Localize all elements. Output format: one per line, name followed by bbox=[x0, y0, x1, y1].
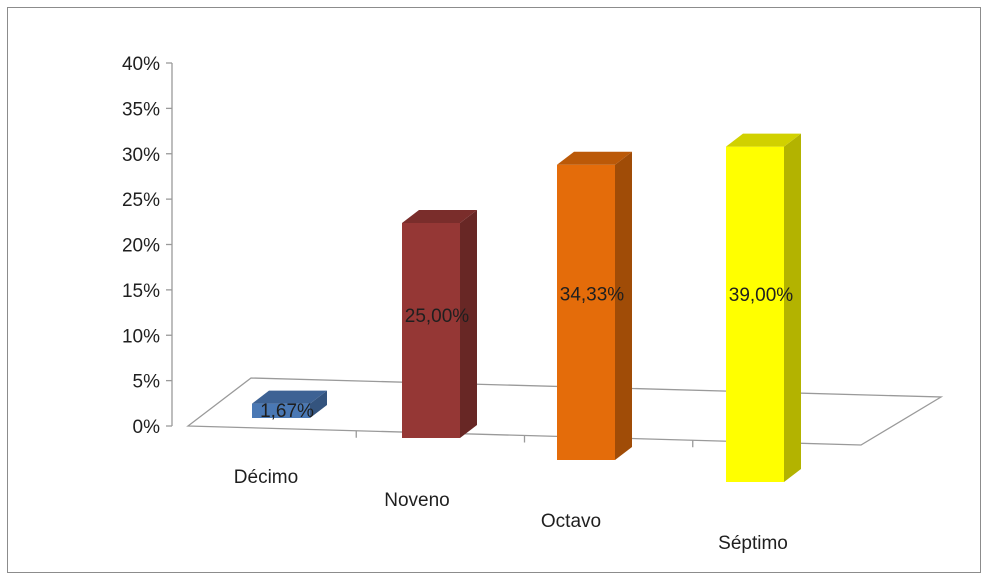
data-label: 25,00% bbox=[405, 306, 470, 327]
y-tick-label: 15% bbox=[122, 281, 160, 302]
y-tick-label: 10% bbox=[122, 326, 160, 347]
bar-side bbox=[784, 133, 801, 482]
y-tick-label: 5% bbox=[133, 372, 161, 393]
category-label: Séptimo bbox=[718, 533, 788, 554]
chart-frame: 0% 5% 10% 15% 20% 25% 30% 35% 40% Décimo Noveno Oc… bbox=[7, 7, 981, 573]
y-axis-ticks: 0% 5% 10% 15% 20% 25% 30% 35% 40% bbox=[122, 54, 172, 438]
bar-side bbox=[615, 151, 632, 460]
floor-outline bbox=[186, 377, 944, 446]
bar-front bbox=[557, 164, 615, 460]
category-label: Décimo bbox=[234, 467, 298, 488]
data-label: 34,33% bbox=[560, 285, 625, 306]
bar-top bbox=[402, 210, 477, 223]
data-labels: 1,67% 25,00% 34,33% 39,00% bbox=[260, 285, 793, 422]
y-tick-label: 25% bbox=[122, 190, 160, 211]
y-tick-label: 35% bbox=[122, 99, 160, 120]
y-tick-label: 40% bbox=[122, 54, 160, 75]
bar-chart: 0% 5% 10% 15% 20% 25% 30% 35% 40% Décimo Noveno Oc… bbox=[122, 54, 944, 554]
bar-top bbox=[557, 151, 632, 165]
category-label: Noveno bbox=[384, 490, 450, 511]
bar-front bbox=[726, 146, 784, 482]
bar-side bbox=[310, 390, 327, 418]
bar-series bbox=[252, 133, 801, 482]
bar-top bbox=[726, 133, 801, 147]
bar bbox=[726, 133, 801, 482]
data-label: 39,00% bbox=[729, 285, 794, 306]
data-label: 1,67% bbox=[260, 401, 314, 422]
bar-top bbox=[252, 390, 327, 404]
category-label: Octavo bbox=[541, 511, 601, 532]
chart-floor bbox=[186, 377, 944, 448]
bar-front bbox=[402, 223, 460, 438]
category-labels: Décimo Noveno Octavo Séptimo bbox=[234, 467, 788, 554]
bar bbox=[557, 151, 632, 460]
bar bbox=[402, 210, 477, 438]
bar bbox=[252, 390, 327, 418]
y-tick-label: 0% bbox=[133, 417, 161, 438]
bar-front bbox=[252, 403, 310, 418]
y-tick-label: 20% bbox=[122, 236, 160, 257]
y-tick-label: 30% bbox=[122, 145, 160, 166]
bar-side bbox=[460, 210, 477, 438]
